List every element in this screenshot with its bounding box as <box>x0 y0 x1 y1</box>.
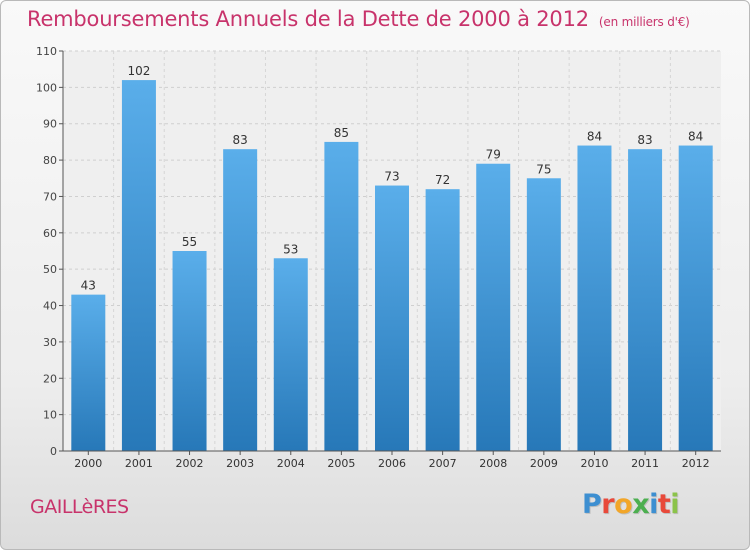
logo-letter: r <box>601 489 615 520</box>
bar <box>223 149 258 451</box>
x-tick-label: 2002 <box>176 457 204 470</box>
bar <box>273 258 308 451</box>
bar <box>678 145 713 451</box>
x-tick-label: 2011 <box>631 457 659 470</box>
y-tick-label: 10 <box>43 409 57 422</box>
x-tick-label: 2010 <box>580 457 608 470</box>
y-tick-label: 40 <box>43 300 57 313</box>
logo-letter: o <box>614 489 633 520</box>
chart-title: Remboursements Annuels de la Dette de 20… <box>27 7 690 31</box>
y-tick-label: 90 <box>43 118 57 131</box>
y-tick-label: 20 <box>43 372 57 385</box>
bar-value-label: 84 <box>587 130 602 144</box>
bar <box>172 251 207 451</box>
logo-letter: P <box>582 489 602 520</box>
bar <box>628 149 663 451</box>
x-tick-label: 2004 <box>277 457 305 470</box>
bar-value-label: 79 <box>486 148 501 162</box>
logo-letter: i <box>670 489 680 520</box>
chart-subtitle: (en milliers d'€) <box>598 15 690 29</box>
bar-value-label: 102 <box>127 64 150 78</box>
x-tick-label: 2012 <box>682 457 710 470</box>
bar <box>71 294 106 451</box>
bar-value-label: 75 <box>536 162 551 176</box>
y-tick-label: 30 <box>43 336 57 349</box>
logo-letter: t <box>657 489 671 520</box>
x-tick-label: 2009 <box>530 457 558 470</box>
bar-value-label: 72 <box>435 173 450 187</box>
bar <box>526 178 561 452</box>
logo-letter: x <box>632 489 650 520</box>
bar-value-label: 43 <box>81 279 96 293</box>
bar-value-label: 55 <box>182 235 197 249</box>
bar-value-label: 84 <box>688 130 703 144</box>
x-tick-label: 2003 <box>226 457 254 470</box>
x-tick-label: 2000 <box>74 457 102 470</box>
bar-value-label: 85 <box>334 126 349 140</box>
town-name: GAILLèRES <box>30 496 129 518</box>
y-tick-label: 0 <box>50 445 57 458</box>
bar <box>476 163 511 451</box>
y-tick-label: 100 <box>36 81 57 94</box>
bar <box>425 189 460 451</box>
x-tick-label: 2006 <box>378 457 406 470</box>
axes <box>59 50 721 455</box>
proxiti-logo: Proxiti <box>582 489 680 520</box>
bar-value-label: 73 <box>384 170 399 184</box>
y-tick-label: 80 <box>43 154 57 167</box>
bar <box>577 145 612 451</box>
x-tick-label: 2005 <box>327 457 355 470</box>
bar <box>324 141 359 451</box>
bar-value-label: 83 <box>637 133 652 147</box>
y-tick-label: 60 <box>43 227 57 240</box>
x-tick-label: 2001 <box>125 457 153 470</box>
y-tick-label: 70 <box>43 190 57 203</box>
x-tick-label: 2007 <box>429 457 457 470</box>
bar <box>375 185 409 451</box>
labels: 0 10 20 30 40 50 60 70 80 90 100 110 43 2000 102 2001 55… <box>36 45 710 470</box>
chart-title-text: Remboursements Annuels de la Dette de 20… <box>27 7 589 31</box>
y-tick-label: 50 <box>43 263 57 276</box>
bar-value-label: 83 <box>233 133 248 147</box>
logo-letter: i <box>649 489 658 520</box>
y-tick-label: 110 <box>36 45 57 58</box>
bars <box>71 80 713 452</box>
x-tick-label: 2008 <box>479 457 507 470</box>
bar <box>121 80 156 451</box>
bar-value-label: 53 <box>283 242 298 256</box>
